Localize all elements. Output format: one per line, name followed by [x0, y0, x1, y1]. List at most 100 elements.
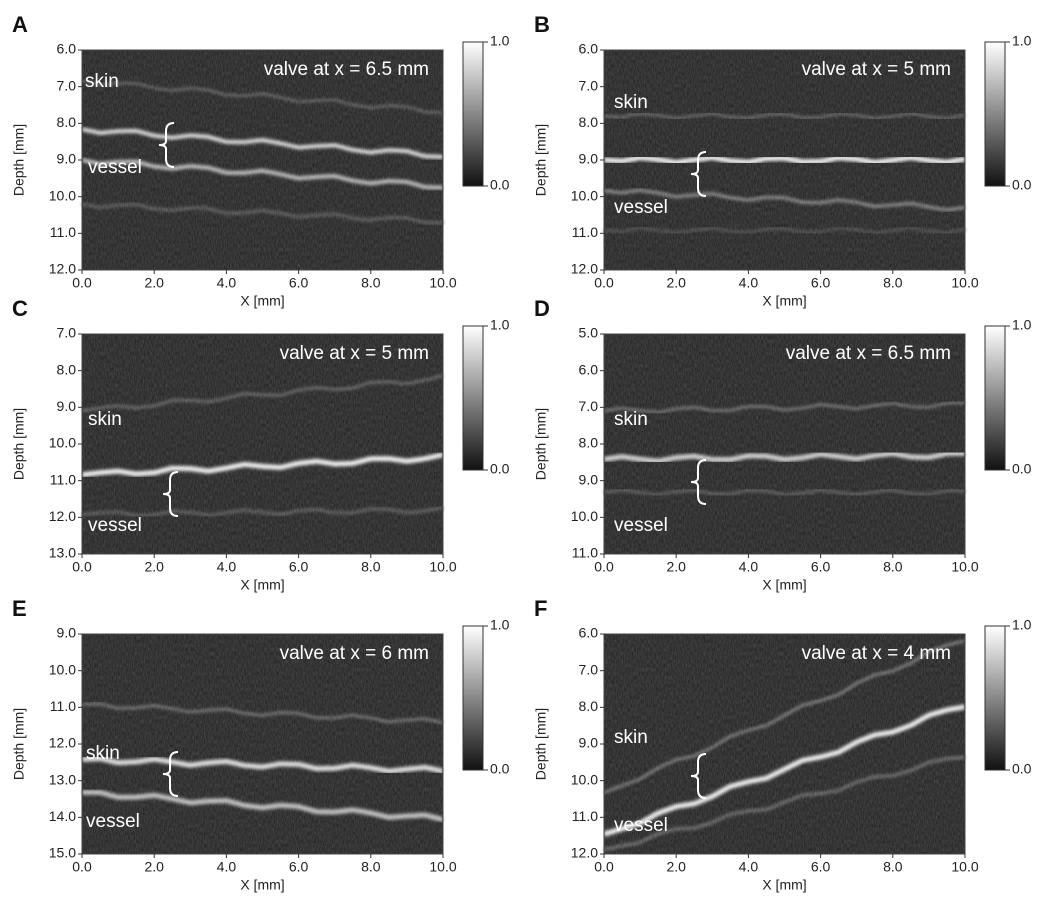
x-tick-label: 2.0 — [144, 859, 164, 875]
speckle — [604, 50, 965, 270]
colorbar-tick-label: 0.0 — [1012, 177, 1032, 193]
skin-label: skin — [614, 727, 648, 748]
y-tick-label: 14.0 — [49, 808, 76, 824]
colorbar — [984, 325, 1006, 471]
y-axis-label: Depth [mm] — [533, 124, 549, 196]
y-tick-label: 8.0 — [579, 698, 599, 714]
y-tick-label: 12.0 — [571, 261, 598, 277]
y-tick-label: 9.0 — [579, 151, 599, 167]
y-tick-label: 11.0 — [572, 224, 598, 240]
x-axis-label: X [mm] — [762, 293, 806, 309]
x-tick-label: 2.0 — [144, 275, 164, 291]
x-tick-label: 4.0 — [217, 559, 237, 575]
colorbar-tick-label: 1.0 — [1012, 33, 1032, 49]
colorbar-tick-label: 1.0 — [1012, 317, 1032, 333]
x-tick-label: 8.0 — [883, 559, 903, 575]
x-tick-label: 0.0 — [594, 859, 614, 875]
y-tick-label: 10.0 — [49, 661, 76, 677]
y-axis-label: Depth [mm] — [533, 708, 549, 780]
colorbar — [462, 325, 484, 471]
x-tick-label: 10.0 — [951, 859, 978, 875]
y-tick-label: 13.0 — [49, 545, 76, 561]
y-tick-label: 9.0 — [57, 151, 77, 167]
x-tick-label: 6.0 — [811, 559, 831, 575]
speckle — [604, 634, 965, 854]
y-tick-label: 11.0 — [50, 471, 76, 487]
x-tick-label: 0.0 — [594, 275, 614, 291]
skin-label: skin — [614, 92, 648, 113]
x-tick-label: 0.0 — [72, 275, 92, 291]
panel-letter: F — [534, 596, 547, 621]
panel-letter: A — [12, 12, 28, 37]
skin-label: skin — [85, 71, 119, 92]
x-tick-label: 8.0 — [361, 559, 381, 575]
colorbar-tick-label: 0.0 — [1012, 761, 1032, 777]
y-tick-label: 7.0 — [57, 77, 77, 93]
y-tick-label: 9.0 — [579, 471, 599, 487]
y-axis-label: Depth [mm] — [11, 708, 27, 780]
x-tick-label: 4.0 — [217, 859, 237, 875]
y-tick-label: 10.0 — [49, 187, 76, 203]
y-tick-label: 7.0 — [57, 325, 77, 341]
x-tick-label: 2.0 — [144, 559, 164, 575]
y-tick-label: 9.0 — [57, 625, 77, 641]
x-tick-label: 8.0 — [361, 275, 381, 291]
x-tick-label: 4.0 — [739, 859, 759, 875]
colorbar-tick-label: 1.0 — [490, 317, 510, 333]
y-tick-label: 15.0 — [49, 845, 76, 861]
x-tick-label: 10.0 — [429, 859, 456, 875]
annotation: valve at x = 5 mm — [280, 343, 429, 364]
vessel-label: vessel — [88, 157, 142, 178]
colorbar-tick-label: 1.0 — [1012, 617, 1032, 633]
y-tick-label: 13.0 — [49, 771, 76, 787]
x-tick-label: 10.0 — [429, 559, 456, 575]
colorbar-tick-label: 1.0 — [490, 617, 510, 633]
panel-letter: B — [534, 12, 550, 37]
x-axis-label: X [mm] — [240, 877, 284, 893]
colorbar — [462, 625, 484, 771]
vessel-label: vessel — [614, 197, 668, 218]
x-tick-label: 4.0 — [217, 275, 237, 291]
y-tick-label: 10.0 — [571, 508, 598, 524]
y-tick-label: 8.0 — [579, 435, 599, 451]
y-tick-label: 10.0 — [571, 187, 598, 203]
x-tick-label: 10.0 — [951, 559, 978, 575]
x-tick-label: 6.0 — [289, 275, 309, 291]
panel-letter: D — [534, 296, 550, 321]
y-axis-label: Depth [mm] — [533, 408, 549, 480]
x-axis-label: X [mm] — [762, 577, 806, 593]
y-axis-label: Depth [mm] — [11, 124, 27, 196]
bracket — [162, 751, 179, 797]
speckle — [82, 634, 443, 854]
speckle — [604, 334, 965, 554]
annotation: valve at x = 6 mm — [280, 643, 429, 664]
y-tick-label: 10.0 — [571, 771, 598, 787]
bracket — [690, 151, 707, 197]
bracket — [690, 459, 707, 505]
colorbar — [984, 625, 1006, 771]
y-tick-label: 12.0 — [49, 508, 76, 524]
x-tick-label: 2.0 — [666, 559, 686, 575]
y-tick-label: 5.0 — [579, 325, 599, 341]
x-tick-label: 0.0 — [72, 559, 92, 575]
y-tick-label: 11.0 — [50, 224, 76, 240]
x-tick-label: 8.0 — [883, 275, 903, 291]
y-tick-label: 8.0 — [57, 114, 77, 130]
y-tick-label: 12.0 — [49, 735, 76, 751]
colorbar-tick-label: 0.0 — [490, 177, 510, 193]
y-axis-label: Depth [mm] — [11, 408, 27, 480]
x-tick-label: 6.0 — [811, 275, 831, 291]
panel-letter: C — [12, 296, 28, 321]
skin-label: skin — [86, 743, 120, 764]
y-tick-label: 6.0 — [579, 41, 599, 57]
y-tick-label: 6.0 — [57, 41, 77, 57]
panel-letter: E — [12, 596, 27, 621]
x-tick-label: 6.0 — [289, 859, 309, 875]
y-tick-label: 9.0 — [57, 398, 77, 414]
x-axis-label: X [mm] — [762, 877, 806, 893]
vessel-label: vessel — [614, 815, 668, 836]
